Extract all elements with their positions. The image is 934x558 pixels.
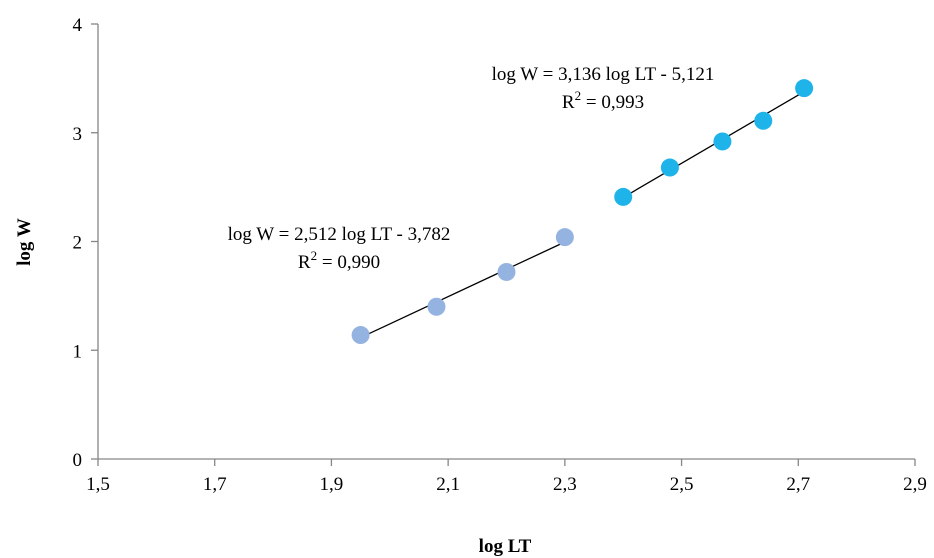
y-tick-label: 1: [73, 341, 83, 362]
y-tick-label: 0: [73, 450, 83, 471]
x-tick-label: 2,5: [670, 474, 694, 495]
x-tick-label: 2,7: [786, 474, 810, 495]
trendlines: [360, 91, 805, 339]
y-tick-label: 4: [73, 15, 83, 36]
x-tick-label: 1,7: [203, 474, 227, 495]
r-squared-label-1: R2 = 0,990: [298, 248, 380, 273]
r-squared-value: = 0,990: [317, 252, 380, 273]
y-axis-title: log W: [14, 218, 35, 266]
data-point-series-1: [427, 297, 446, 316]
data-point-series-2: [713, 132, 732, 151]
r-squared-symbol: R: [562, 92, 575, 113]
trendline-2: [622, 91, 805, 198]
data-point-series-2: [614, 187, 633, 206]
r-squared-symbol: R: [298, 252, 311, 273]
x-tick-label: 2,1: [436, 474, 460, 495]
x-tick-label: 1,5: [86, 474, 110, 495]
data-point-series-1: [351, 326, 370, 345]
x-axis-title: log LT: [479, 536, 532, 557]
x-tick-label: 2,9: [903, 474, 927, 495]
trendline-1: [360, 241, 566, 339]
data-point-series-1: [497, 262, 516, 281]
data-point-series-2: [754, 111, 773, 130]
r-squared-superscript: 2: [575, 88, 582, 103]
r-squared-superscript: 2: [311, 248, 318, 263]
r-squared-label-2: R2 = 0,993: [562, 88, 644, 113]
data-point-series-2: [660, 158, 679, 177]
y-tick-label: 2: [73, 233, 83, 254]
data-points: [351, 79, 814, 345]
trendline-equation-1: log W = 2,512 log LT - 3,782: [228, 224, 451, 245]
r-squared-value: = 0,993: [581, 92, 644, 113]
y-tick-label: 3: [73, 124, 83, 145]
data-point-series-2: [795, 79, 814, 98]
axes: 0 1 2 3 4 1,5 1,7 1,9 2,1 2,3 2,5 2,7 2,9: [73, 15, 927, 495]
x-tick-label: 1,9: [320, 474, 344, 495]
x-tick-label: 2,3: [553, 474, 577, 495]
data-point-series-1: [555, 228, 574, 247]
trendline-equation-2: log W = 3,136 log LT - 5,121: [492, 64, 715, 85]
